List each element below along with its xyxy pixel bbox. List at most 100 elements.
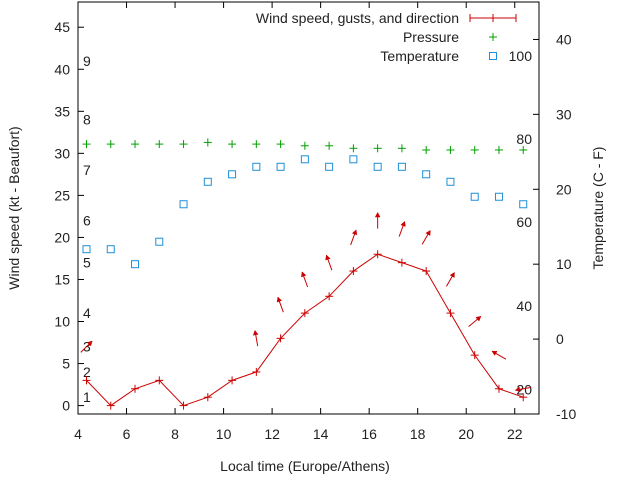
- temperature-point: [349, 155, 358, 164]
- legend-label: Pressure: [403, 29, 459, 45]
- beaufort-label: 2: [83, 364, 91, 380]
- y-tick-label: 10: [54, 314, 70, 330]
- fahrenheit-labels: 20 40 60 80 100: [509, 48, 533, 397]
- legend-marker: [489, 33, 497, 41]
- wind-speed-line: [86, 253, 524, 407]
- pressure-point: [276, 140, 285, 149]
- legend-label: Wind speed, gusts, and direction: [256, 10, 459, 26]
- pressure-point: [519, 145, 528, 154]
- y-axis-label: Wind speed (kt - Beaufort): [6, 126, 22, 289]
- pressure-point: [252, 140, 261, 149]
- wind-speed-point: [203, 393, 212, 402]
- y-tick-label: 20: [54, 229, 70, 245]
- gust-arrow: [514, 386, 532, 393]
- y2-tick-label: -10: [556, 406, 576, 422]
- temperature-point: [155, 237, 164, 246]
- x-tick-label: 18: [410, 426, 426, 442]
- pressure-point: [494, 145, 503, 154]
- y-tick-label: 0: [62, 398, 70, 414]
- temperature-point: [203, 177, 212, 186]
- beaufort-label: 5: [83, 255, 91, 271]
- wind-speed-point: [179, 401, 188, 410]
- pressure-point: [397, 144, 406, 153]
- x-tick-label: 8: [171, 426, 179, 442]
- x-tick-label: 14: [313, 426, 329, 442]
- gust-arrow: [350, 229, 358, 246]
- gust-arrow-head: [425, 230, 431, 236]
- pressure-point: [325, 141, 334, 150]
- gust-arrow-head: [301, 271, 307, 278]
- wind-speed-point: [397, 258, 406, 267]
- gust-arrow-head: [374, 212, 381, 218]
- temperature-point: [131, 260, 140, 269]
- y-tick-label: 25: [54, 187, 70, 203]
- pressure-point: [179, 140, 188, 149]
- temperature-point: [470, 192, 479, 201]
- fahrenheit-label: 60: [516, 214, 532, 230]
- y-tick-label: 5: [62, 356, 70, 372]
- gust-arrow: [301, 271, 309, 288]
- temperature-point: [300, 155, 309, 164]
- gust-arrow: [421, 230, 431, 245]
- y-tick-label: 15: [54, 271, 70, 287]
- pressure-point: [373, 144, 382, 153]
- gust-arrow: [374, 212, 381, 229]
- gust-arrow: [276, 296, 284, 313]
- wind-speed-point: [325, 292, 334, 301]
- temperature-point: [494, 192, 503, 201]
- wind-speed-point: [82, 376, 91, 385]
- temperature-point: [519, 200, 528, 209]
- legend: Wind speed, gusts, and direction Pressure…: [256, 10, 517, 64]
- gust-arrow: [252, 329, 259, 347]
- y2-axis-ticks: -10 0 10 20 30 40: [533, 31, 576, 422]
- x-tick-label: 10: [216, 426, 232, 442]
- pressure-point: [155, 140, 164, 149]
- legend-marker: [489, 14, 497, 22]
- series-layer: [80, 138, 532, 410]
- temperature-point: [276, 162, 285, 171]
- temperature-point: [373, 162, 382, 171]
- y-tick-label: 30: [54, 145, 70, 161]
- wind-speed-point: [300, 309, 309, 318]
- gust-arrow: [468, 315, 482, 328]
- gust-arrow: [325, 254, 333, 271]
- x-tick-label: 12: [264, 426, 280, 442]
- pressure-point: [300, 141, 309, 150]
- beaufort-label: 6: [83, 213, 91, 229]
- plot-frame: [77, 1, 540, 415]
- gust-arrow-head: [449, 272, 455, 278]
- y2-tick-label: 20: [556, 181, 572, 197]
- pressure-point: [470, 145, 479, 154]
- beaufort-labels: 123456789: [83, 53, 91, 405]
- temperature-point: [106, 245, 115, 254]
- wind-speed-point: [470, 351, 479, 360]
- x-tick-label: 22: [507, 426, 523, 442]
- gust-arrow-head: [475, 316, 482, 322]
- pressure-point: [82, 140, 91, 149]
- beaufort-label: 7: [83, 162, 91, 178]
- beaufort-label: 4: [83, 305, 91, 321]
- beaufort-label: 1: [83, 389, 91, 405]
- y2-tick-label: 0: [556, 331, 564, 347]
- fahrenheit-label: 100: [509, 48, 533, 64]
- x-tick-label: 20: [458, 426, 474, 442]
- wind-speed-point: [276, 334, 285, 343]
- gust-arrow-head: [491, 350, 498, 356]
- gust-arrow-head: [514, 386, 521, 393]
- pressure-point: [422, 145, 431, 154]
- beaufort-label: 9: [83, 53, 91, 69]
- legend-marker: [489, 52, 497, 60]
- pressure-point: [106, 140, 115, 149]
- y-axis-ticks: 0 5 10 15 20 25 30 35 40 45: [54, 19, 84, 414]
- gust-arrow-head: [252, 329, 259, 336]
- pressure-point: [228, 140, 237, 149]
- temperature-point: [446, 177, 455, 186]
- temperature-point: [422, 170, 431, 179]
- gust-arrow: [446, 272, 455, 287]
- y2-tick-label: 10: [556, 256, 572, 272]
- y-tick-label: 35: [54, 103, 70, 119]
- gust-arrow-head: [325, 254, 331, 261]
- y2-axis-label: Temperature (C - F): [590, 147, 606, 270]
- wind-speed-point: [106, 401, 115, 410]
